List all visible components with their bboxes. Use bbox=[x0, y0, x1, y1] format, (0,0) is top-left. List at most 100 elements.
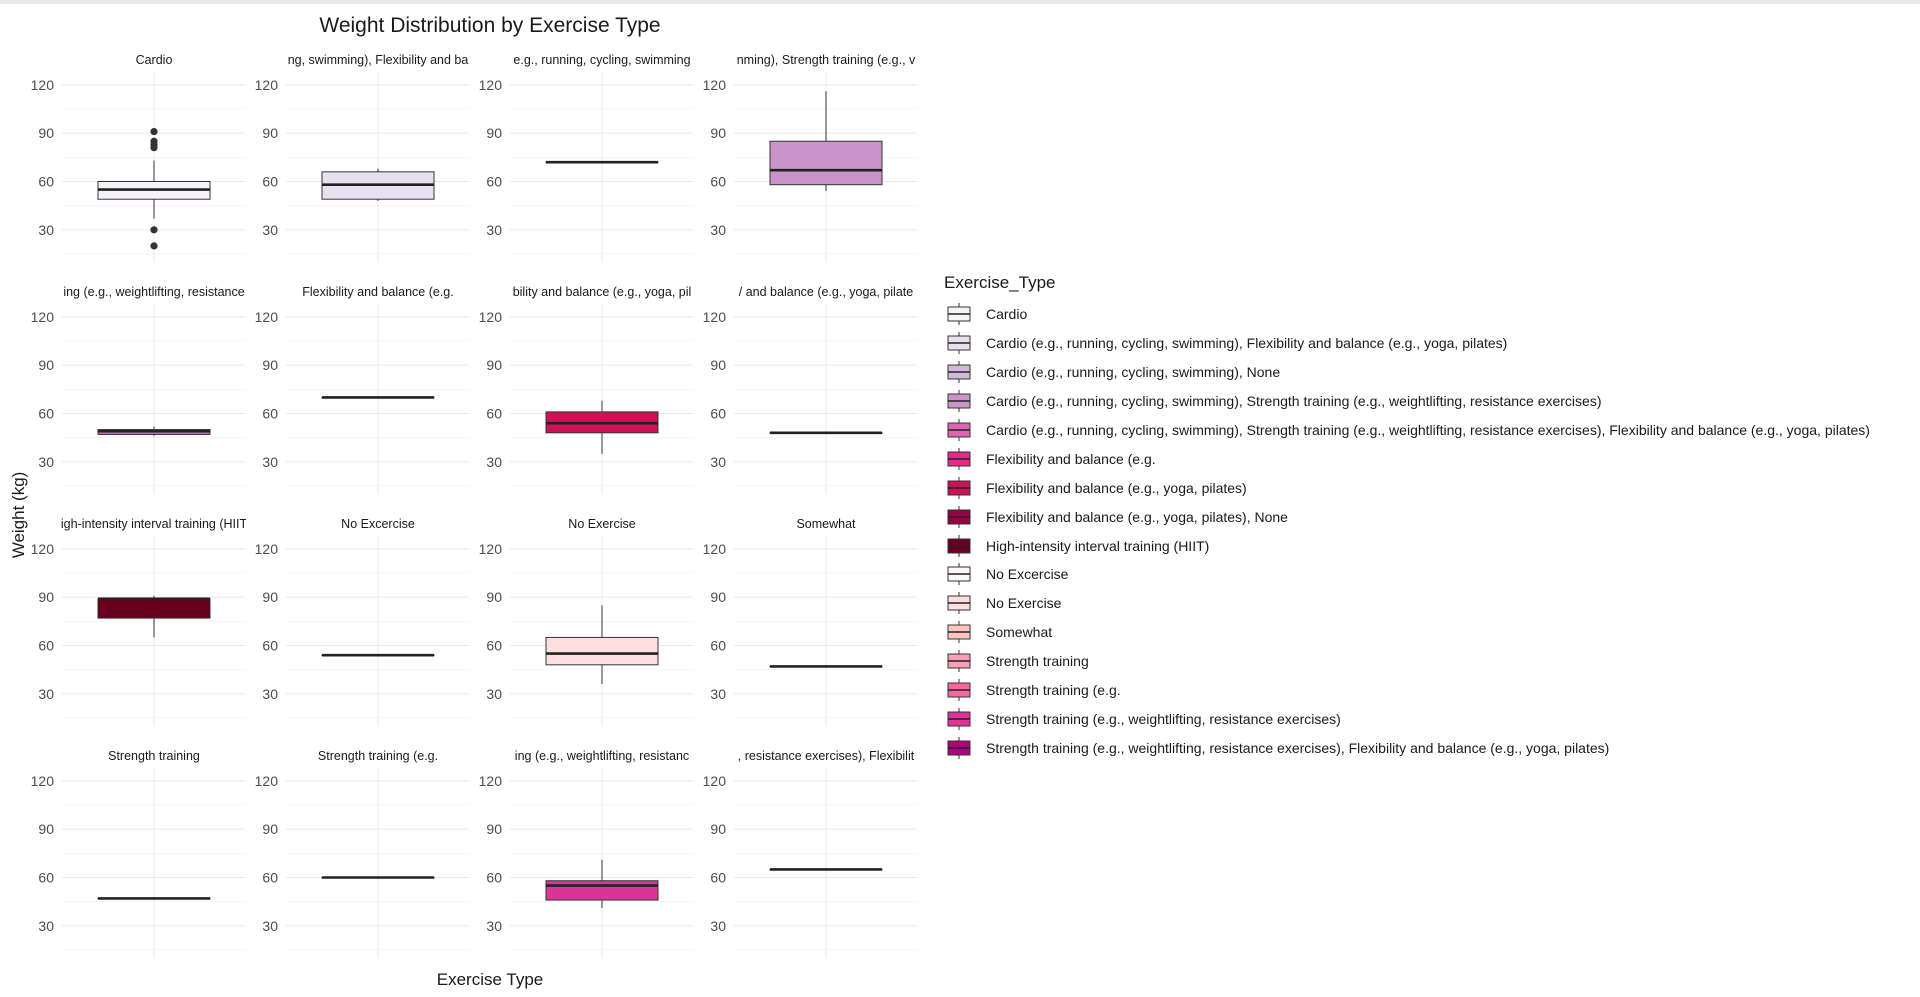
legend-key-glyph bbox=[947, 592, 971, 615]
legend-item: Flexibility and balance (e.g., yoga, pil… bbox=[944, 502, 1870, 531]
y-tick-label: 60 bbox=[38, 173, 54, 189]
legend-item: Somewhat bbox=[944, 618, 1870, 647]
y-tick-label: 30 bbox=[262, 686, 278, 702]
legend-item: Flexibility and balance (e.g., yoga, pil… bbox=[944, 473, 1870, 502]
y-tick-label: 120 bbox=[703, 541, 727, 557]
legend-key-glyph bbox=[947, 736, 971, 759]
y-tick-label: 120 bbox=[255, 541, 279, 557]
y-tick-label: 90 bbox=[486, 357, 502, 373]
legend-key bbox=[944, 360, 984, 384]
legend-label: Cardio bbox=[986, 306, 1028, 323]
y-tick-label: 120 bbox=[255, 773, 279, 789]
y-tick-label: 90 bbox=[38, 821, 54, 837]
y-tick-label: 60 bbox=[710, 405, 726, 421]
y-tick-label: 30 bbox=[710, 686, 726, 702]
legend-item: No Excercise bbox=[944, 560, 1870, 589]
y-tick-label: 30 bbox=[486, 918, 502, 934]
legend-label: Somewhat bbox=[986, 624, 1053, 641]
y-tick-label: 90 bbox=[262, 357, 278, 373]
legend-item: No Exercise bbox=[944, 589, 1870, 618]
y-tick-label: 90 bbox=[486, 821, 502, 837]
facet-strip-label: No Excercise bbox=[341, 517, 415, 531]
y-tick-label: 30 bbox=[262, 454, 278, 470]
x-axis-label: Exercise Type bbox=[437, 970, 543, 989]
legend-key bbox=[944, 418, 984, 442]
y-tick-label: 30 bbox=[38, 686, 54, 702]
y-tick-label: 60 bbox=[38, 869, 54, 885]
legend-label: No Excercise bbox=[986, 566, 1069, 583]
y-tick-label: 90 bbox=[38, 589, 54, 605]
y-tick-label: 30 bbox=[262, 918, 278, 934]
facet-strip-label: No Exercise bbox=[568, 517, 635, 531]
legend-label: Strength training (e.g. bbox=[986, 682, 1121, 699]
legend-label: Flexibility and balance (e.g., yoga, pil… bbox=[986, 479, 1247, 496]
y-tick-label: 60 bbox=[38, 405, 54, 421]
facet-strip-label: Somewhat bbox=[796, 517, 856, 531]
y-tick-label: 90 bbox=[486, 589, 502, 605]
legend-key bbox=[944, 649, 984, 673]
box bbox=[97, 598, 211, 619]
legend-key-glyph bbox=[947, 419, 971, 441]
y-tick-label: 90 bbox=[262, 589, 278, 605]
y-tick-label: 60 bbox=[262, 173, 278, 189]
legend-key bbox=[944, 620, 984, 644]
legend-key-glyph bbox=[947, 303, 971, 326]
legend-key bbox=[944, 736, 984, 760]
y-tick-label: 120 bbox=[255, 309, 279, 325]
facet-strip-label: Strength training bbox=[108, 749, 200, 763]
legend-label: Strength training bbox=[986, 653, 1089, 670]
legend-label: No Exercise bbox=[986, 595, 1062, 612]
y-tick-label: 60 bbox=[262, 405, 278, 421]
facet-panels: 30 60 90 120 Cardio 30 60 90 120 ng, swimming), F… bbox=[31, 53, 918, 958]
legend-label: High-intensity interval training (HIIT) bbox=[986, 537, 1210, 554]
y-tick-label: 120 bbox=[479, 773, 503, 789]
y-tick-label: 30 bbox=[486, 222, 502, 238]
legend-title: Exercise_Type bbox=[944, 273, 1056, 292]
legend-key bbox=[944, 505, 984, 529]
y-tick-label: 90 bbox=[262, 125, 278, 141]
legend-key-glyph bbox=[947, 707, 971, 730]
facet-strip-label: ng, swimming), Flexibility and ba bbox=[288, 53, 469, 67]
legend-item: Cardio (e.g., running, cycling, swimming… bbox=[944, 416, 1870, 445]
y-tick-label: 90 bbox=[710, 125, 726, 141]
facet-strip-label: Cardio bbox=[136, 53, 173, 67]
legend-item: Flexibility and balance (e.g. bbox=[944, 444, 1870, 473]
legend-item: Strength training (e.g. bbox=[944, 676, 1870, 705]
legend-item: Cardio (e.g., running, cycling, swimming… bbox=[944, 329, 1870, 358]
y-tick-label: 90 bbox=[38, 357, 54, 373]
outlier-point bbox=[150, 127, 158, 136]
y-tick-label: 120 bbox=[703, 77, 727, 93]
y-tick-label: 30 bbox=[486, 454, 502, 470]
facet-strip-label: Strength training (e.g. bbox=[318, 749, 438, 763]
y-axis-label: Weight (kg) bbox=[9, 472, 28, 559]
legend-key bbox=[944, 476, 984, 500]
legend-label: Strength training (e.g., weightlifting, … bbox=[986, 710, 1341, 727]
top-strip bbox=[0, 0, 1920, 4]
y-tick-label: 60 bbox=[486, 405, 502, 421]
legend-label: Flexibility and balance (e.g. bbox=[986, 450, 1156, 467]
y-tick-label: 120 bbox=[31, 773, 55, 789]
y-tick-label: 90 bbox=[486, 125, 502, 141]
legend-key bbox=[944, 447, 984, 471]
legend-key-glyph bbox=[947, 679, 971, 702]
legend-label: Strength training (e.g., weightlifting, … bbox=[986, 739, 1610, 756]
legend-key-glyph bbox=[947, 476, 971, 499]
y-tick-label: 60 bbox=[38, 637, 54, 653]
y-tick-label: 60 bbox=[262, 637, 278, 653]
outlier-point bbox=[150, 242, 158, 250]
box bbox=[769, 140, 883, 186]
chart-title: Weight Distribution by Exercise Type bbox=[319, 14, 660, 37]
y-tick-label: 60 bbox=[486, 173, 502, 189]
facet-strip-label: , resistance exercises), Flexibilit bbox=[738, 749, 915, 763]
y-tick-label: 60 bbox=[486, 637, 502, 653]
legend-label: Cardio (e.g., running, cycling, swimming… bbox=[986, 393, 1602, 410]
box bbox=[545, 880, 659, 901]
y-tick-label: 120 bbox=[479, 541, 503, 557]
legend-label: Cardio (e.g., running, cycling, swimming… bbox=[986, 422, 1870, 438]
legend-item: Cardio bbox=[944, 300, 1870, 329]
legend: Exercise_Type Cardio Cardio (e.g., runnin… bbox=[944, 272, 1870, 762]
y-tick-label: 60 bbox=[710, 869, 726, 885]
legend-item: Strength training (e.g., weightlifting, … bbox=[944, 733, 1870, 762]
y-tick-label: 90 bbox=[710, 821, 726, 837]
facet-strip-label: nming), Strength training (e.g., v bbox=[737, 53, 916, 67]
